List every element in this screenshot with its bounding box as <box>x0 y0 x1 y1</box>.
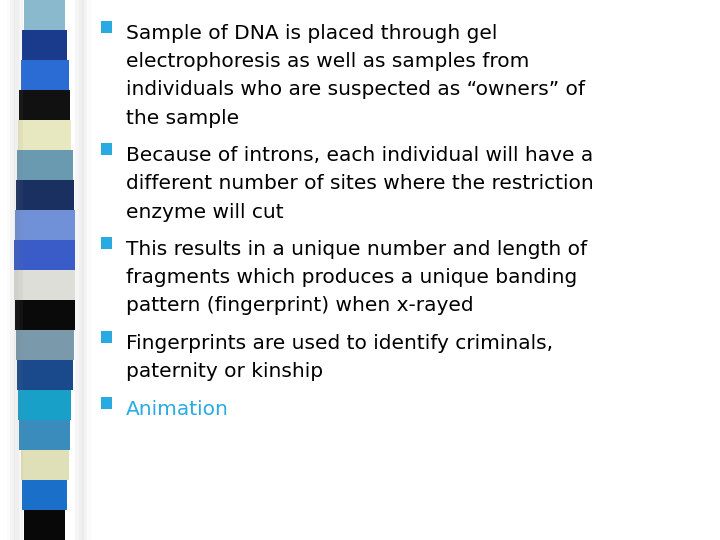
Bar <box>15 300 74 330</box>
Bar <box>22 480 67 510</box>
Bar <box>101 144 112 155</box>
Bar <box>15 210 74 240</box>
Bar <box>10 0 19 540</box>
Text: the sample: the sample <box>126 109 239 127</box>
Bar <box>21 60 68 90</box>
Bar <box>76 0 84 540</box>
Text: individuals who are suspected as “owners” of: individuals who are suspected as “owners… <box>126 80 585 99</box>
Text: pattern (fingerprint) when x-rayed: pattern (fingerprint) when x-rayed <box>126 296 474 315</box>
Text: fragments which produces a unique banding: fragments which produces a unique bandin… <box>126 268 577 287</box>
Bar <box>82 0 91 540</box>
Text: electrophoresis as well as samples from: electrophoresis as well as samples from <box>126 52 529 71</box>
Bar <box>19 90 70 120</box>
Bar <box>21 450 68 480</box>
Text: different number of sites where the restriction: different number of sites where the rest… <box>126 174 594 193</box>
Bar <box>22 30 67 60</box>
Bar <box>101 332 112 343</box>
Bar <box>16 180 73 210</box>
Bar <box>24 510 66 540</box>
Bar <box>14 0 23 540</box>
Bar <box>19 420 70 450</box>
Text: Fingerprints are used to identify criminals,: Fingerprints are used to identify crimin… <box>126 334 553 353</box>
Bar <box>6 0 15 540</box>
Bar <box>24 0 66 30</box>
Text: Sample of DNA is placed through gel: Sample of DNA is placed through gel <box>126 24 498 43</box>
Bar <box>79 0 88 540</box>
Text: This results in a unique number and length of: This results in a unique number and leng… <box>126 240 587 259</box>
Bar <box>101 238 112 249</box>
Text: enzyme will cut: enzyme will cut <box>126 202 284 221</box>
Bar <box>16 330 73 360</box>
Bar <box>14 240 75 270</box>
Bar <box>17 150 73 180</box>
Bar <box>18 390 71 420</box>
Text: Animation: Animation <box>126 400 229 419</box>
Bar <box>18 120 71 150</box>
Bar <box>14 270 75 300</box>
Text: paternity or kinship: paternity or kinship <box>126 362 323 381</box>
Bar <box>17 360 73 390</box>
Text: Because of introns, each individual will have a: Because of introns, each individual will… <box>126 146 593 165</box>
Bar <box>101 22 112 33</box>
Bar <box>101 397 112 409</box>
